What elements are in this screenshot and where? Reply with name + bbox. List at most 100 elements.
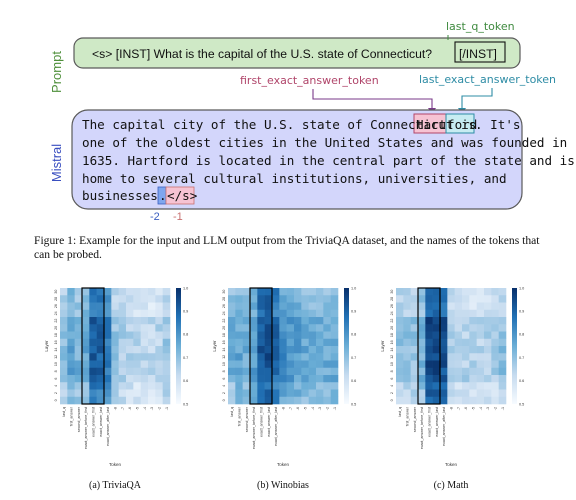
layer-tick-label: 28	[222, 297, 226, 301]
answer-line-2: one of the oldest cities in the United S…	[82, 135, 567, 150]
heatmap-cell	[308, 302, 317, 311]
heatmap-cell	[498, 389, 507, 398]
heatmap-cell	[257, 288, 265, 296]
heatmap-cell	[264, 331, 273, 340]
heatmap-cell	[476, 309, 485, 318]
heatmap-cell	[272, 360, 280, 369]
mistral-side-label: Mistral	[49, 144, 64, 182]
layer-tick-label: 24	[222, 311, 226, 315]
token-tick-label: exact_answer_after_last	[106, 407, 110, 446]
heatmap-cell	[396, 382, 404, 390]
heatmap-cell	[301, 353, 309, 361]
heatmap-cell	[118, 375, 127, 383]
heatmap-cell	[118, 338, 127, 347]
heatmap-cell	[140, 375, 149, 383]
heatmap-cell	[491, 317, 499, 325]
heatmap-cell	[242, 295, 251, 303]
heatmap-cell	[454, 367, 463, 376]
layer-tick-label: 14	[54, 348, 58, 352]
heatmap-cell	[228, 389, 236, 398]
token-tick-label: -8	[450, 407, 454, 410]
heatmap-cell	[118, 353, 127, 361]
heatmap-cell	[67, 382, 75, 390]
heatmap-cell	[476, 367, 485, 376]
heatmap-cell	[155, 396, 163, 405]
heatmap-cell	[257, 346, 265, 354]
heatmap-cell	[301, 288, 309, 296]
heatmap-cell	[250, 367, 258, 376]
heatmap-cell	[228, 346, 236, 354]
colorbar-tick-label: 0.5	[519, 402, 524, 406]
heatmap-cell	[476, 288, 485, 296]
layer-tick-label: 28	[390, 297, 394, 301]
layer-tick-label: 22	[222, 319, 226, 323]
heatmap-cell	[272, 331, 280, 340]
heatmap-cell	[235, 396, 243, 405]
heatmap-cell	[104, 367, 112, 376]
heatmap-cell	[323, 302, 331, 311]
heatmap-cell	[294, 382, 302, 390]
heatmap-cell	[454, 360, 463, 369]
heatmap-cell	[82, 396, 90, 405]
answer-line-4: home to several cultural institutions, u…	[82, 171, 507, 186]
heatmap-cell	[111, 288, 119, 296]
heatmap-cell	[89, 396, 97, 405]
token-tick-label: -2	[158, 407, 162, 410]
token-tick-label: second_answer	[245, 406, 249, 432]
heatmap-cell	[425, 309, 433, 318]
heatmap-cell	[447, 331, 455, 340]
heatmap-cell	[250, 375, 258, 383]
heatmap-cell	[60, 309, 68, 318]
token-tick-label: exact_answer_before_first	[252, 407, 256, 449]
heatmap-cell	[104, 295, 112, 303]
heatmap-cell	[447, 302, 455, 311]
heatmap-cell	[111, 346, 119, 354]
heatmap-cell	[155, 338, 163, 347]
heatmap-cell	[148, 288, 156, 296]
heatmap-cell	[82, 338, 90, 347]
heatmap-cell	[308, 331, 317, 340]
heatmap-cell	[235, 302, 243, 311]
heatmap-cell	[264, 382, 273, 390]
heatmap-cell	[250, 396, 258, 405]
heatmap-cell	[491, 302, 499, 311]
heatmap-cell	[162, 295, 171, 303]
heatmap-cell	[148, 295, 156, 303]
heatmap-cell	[82, 353, 90, 361]
heatmap-cell	[140, 317, 149, 325]
heatmap-cell	[162, 353, 171, 361]
heatmap-cell	[60, 396, 68, 405]
heatmap-cell	[462, 302, 470, 311]
heatmap-cell	[418, 346, 426, 354]
heatmap-cell	[118, 360, 127, 369]
heatmap-cell	[96, 396, 105, 405]
layer-tick-label: 6	[222, 378, 226, 380]
heatmap-cell	[447, 309, 455, 318]
heatmap-cell	[162, 324, 171, 332]
heatmap-cell	[126, 382, 134, 390]
token-tick-label: exact_answer_first	[428, 407, 432, 437]
heatmap-cell	[316, 396, 324, 405]
heatmap-cell	[410, 338, 419, 347]
heatmap-cell	[82, 367, 90, 376]
heatmap-cell	[272, 375, 280, 383]
heatmap-cell	[242, 288, 251, 296]
heatmap-cell	[111, 309, 119, 318]
heatmap-cell	[316, 353, 324, 361]
heatmap-cell	[126, 317, 134, 325]
token-tick-label: -6	[464, 407, 468, 410]
heatmap-cell	[250, 295, 258, 303]
heatmap-cell	[469, 353, 477, 361]
exact-answer-highlight-box	[249, 287, 273, 405]
heatmap-cell	[148, 389, 156, 398]
heatmap-cell	[294, 353, 302, 361]
heatmap-cell	[418, 382, 426, 390]
heatmap-cell	[498, 396, 507, 405]
colorbar	[512, 288, 517, 404]
heatmap-cell	[462, 382, 470, 390]
heatmap-cell	[301, 346, 309, 354]
heatmap-cell	[498, 295, 507, 303]
heatmap-cell	[264, 288, 273, 296]
heatmap-cell	[60, 331, 68, 340]
heatmap-cell	[67, 295, 75, 303]
